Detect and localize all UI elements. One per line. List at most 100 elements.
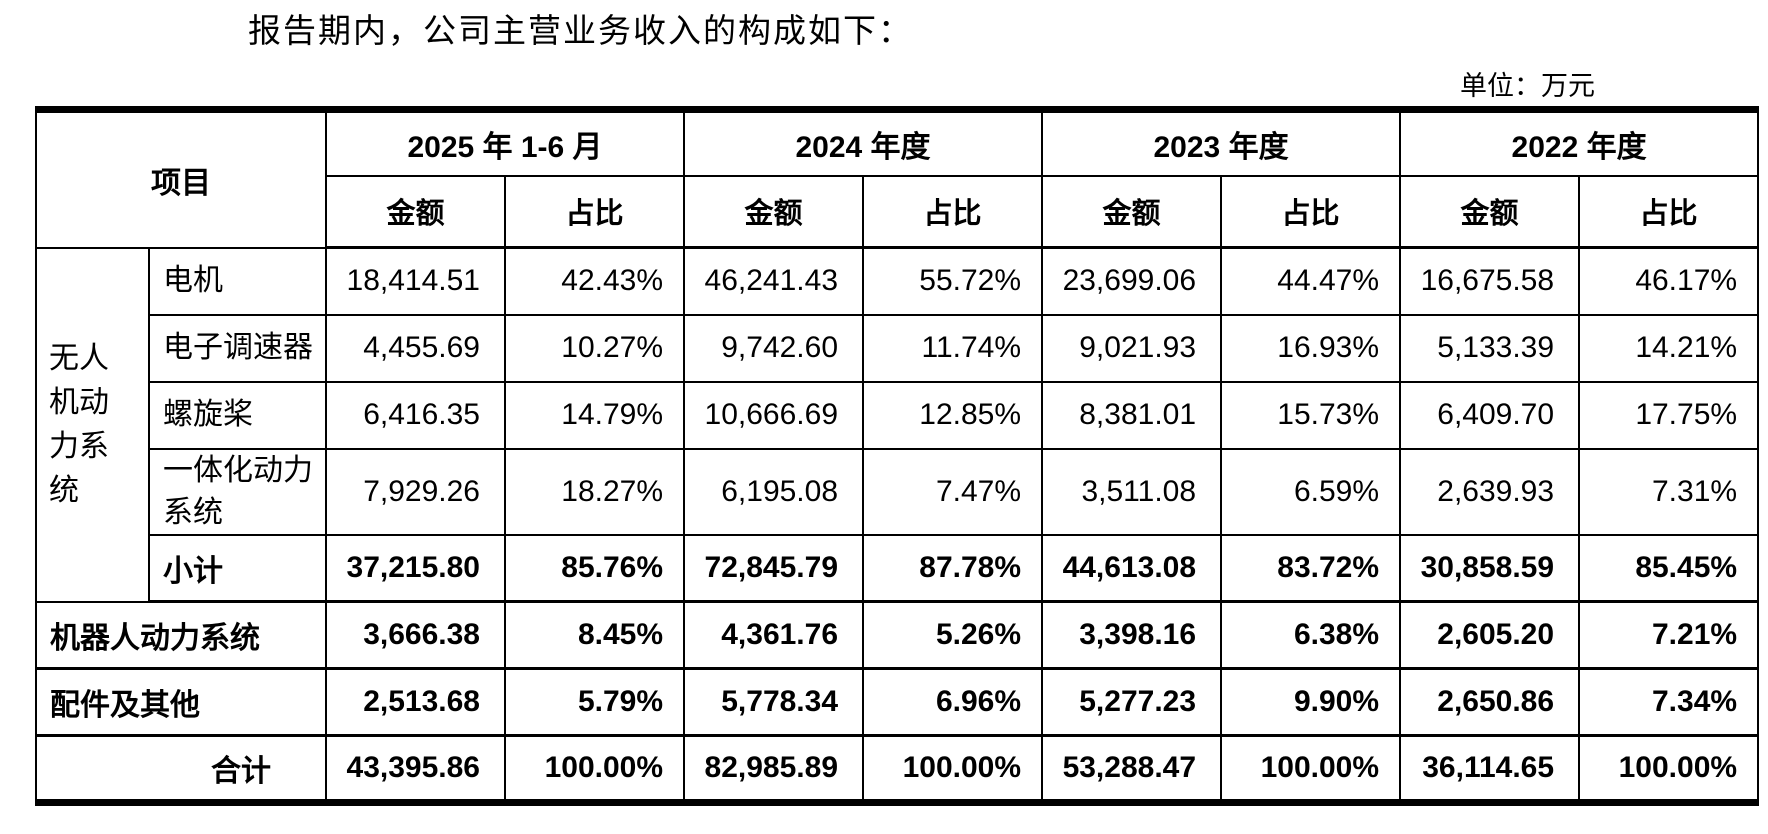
amount-cell: 46,241.43 [683,247,865,316]
ratio-cell: 44.47% [1220,247,1402,316]
document-page: 报告期内，公司主营业务收入的构成如下： 单位：万元 项目 2025 年 1-6 … [0,10,1768,834]
amount-cell: 43,395.86 [325,735,506,804]
table-row-robot-power-system: 机器人动力系统 3,666.38 8.45% 4,361.76 5.26% 3,… [35,601,1760,670]
ratio-cell: 7.47% [862,448,1044,536]
amount-header: 金额 [1399,175,1581,249]
ratio-cell: 14.21% [1578,314,1760,383]
amount-cell: 9,742.60 [683,314,865,383]
row-label-robot-power: 机器人动力系统 [35,601,327,670]
amount-cell: 82,985.89 [683,735,865,804]
ratio-cell: 7.34% [1578,668,1760,737]
amount-cell: 2,639.93 [1399,448,1581,536]
amount-cell: 5,778.34 [683,668,865,737]
amount-cell: 3,511.08 [1041,448,1223,536]
table-row-integrated-power: 一体化动力系统 7,929.26 18.27% 6,195.08 7.47% 3… [36,448,1760,536]
ratio-cell: 5.26% [862,601,1044,670]
amount-header: 金额 [325,175,506,249]
amount-cell: 7,929.26 [325,448,506,536]
row-label-total: 合计 [35,735,327,804]
amount-cell: 2,605.20 [1399,601,1581,670]
ratio-cell: 55.72% [862,247,1044,316]
ratio-cell: 18.27% [503,448,686,536]
amount-cell: 5,277.23 [1041,668,1223,737]
ratio-cell: 5.79% [503,668,686,737]
amount-cell: 9,021.93 [1041,314,1223,383]
period-header-2024: 2024 年度 [683,109,1044,177]
row-label-accessories: 配件及其他 [35,668,327,737]
table-row-propeller: 螺旋桨 6,416.35 14.79% 10,666.69 12.85% 8,3… [36,381,1760,450]
ratio-cell: 11.74% [862,314,1044,383]
period-header-2022: 2022 年度 [1399,109,1760,177]
row-label-subtotal: 小计 [148,534,327,603]
page-title: 报告期内，公司主营业务收入的构成如下： [248,14,913,50]
amount-cell: 23,699.06 [1041,247,1223,316]
ratio-cell: 12.85% [862,381,1044,450]
ratio-header: 占比 [503,175,686,249]
amount-cell: 6,416.35 [325,381,506,450]
ratio-cell: 83.72% [1220,534,1402,603]
amount-cell: 2,650.86 [1399,668,1581,737]
header-row-subcolumns: 金额 占比 金额 占比 金额 占比 金额 占比 [36,175,1760,249]
ratio-cell: 6.38% [1220,601,1402,670]
group-label-uav-power-system: 无人机动力系统 [35,247,150,603]
table-row-motor: 无人机动力系统 电机 18,414.51 42.43% 46,241.43 55… [35,247,1760,603]
amount-cell: 18,414.51 [325,247,506,316]
ratio-cell: 85.45% [1578,534,1760,603]
amount-cell: 8,381.01 [1041,381,1223,450]
ratio-cell: 6.59% [1220,448,1402,536]
item-column-header: 项目 [35,109,327,249]
ratio-cell: 17.75% [1578,381,1760,450]
amount-cell: 53,288.47 [1041,735,1223,804]
ratio-cell: 85.76% [503,534,686,603]
amount-cell: 3,398.16 [1041,601,1223,670]
ratio-cell: 100.00% [1220,735,1402,804]
amount-cell: 72,845.79 [683,534,865,603]
ratio-header: 占比 [1220,175,1402,249]
row-label: 电机 [148,247,327,316]
period-header-2023: 2023 年度 [1041,109,1402,177]
period-header-2025h1: 2025 年 1-6 月 [324,109,686,177]
amount-cell: 6,195.08 [683,448,865,536]
revenue-composition-table: 项目 2025 年 1-6 月 2024 年度 2023 年度 2022 年度 … [35,106,1760,806]
amount-cell: 2,513.68 [325,668,506,737]
ratio-cell: 16.93% [1220,314,1402,383]
row-label: 电子调速器 [148,314,327,383]
amount-cell: 3,666.38 [325,601,506,670]
header-row-periods: 项目 2025 年 1-6 月 2024 年度 2023 年度 2022 年度 [35,109,1760,249]
ratio-header: 占比 [862,175,1044,249]
ratio-cell: 14.79% [503,381,686,450]
ratio-cell: 6.96% [862,668,1044,737]
amount-cell: 30,858.59 [1399,534,1581,603]
amount-cell: 4,361.76 [683,601,865,670]
table-row-subtotal: 小计 37,215.80 85.76% 72,845.79 87.78% 44,… [36,534,1760,603]
table-row-accessories-other: 配件及其他 2,513.68 5.79% 5,778.34 6.96% 5,27… [35,668,1760,737]
ratio-cell: 9.90% [1220,668,1402,737]
row-label: 一体化动力系统 [148,448,327,536]
ratio-cell: 42.43% [503,247,686,316]
ratio-cell: 8.45% [503,601,686,670]
amount-cell: 44,613.08 [1041,534,1223,603]
row-label: 螺旋桨 [148,381,327,450]
table-row-total: 合计 43,395.86 100.00% 82,985.89 100.00% 5… [35,735,1760,804]
ratio-cell: 10.27% [503,314,686,383]
ratio-cell: 100.00% [862,735,1044,804]
amount-cell: 16,675.58 [1399,247,1581,316]
amount-cell: 37,215.80 [325,534,506,603]
amount-cell: 4,455.69 [325,314,506,383]
amount-cell: 36,114.65 [1399,735,1581,804]
ratio-cell: 100.00% [1578,735,1760,804]
amount-cell: 5,133.39 [1399,314,1581,383]
ratio-header: 占比 [1578,175,1760,249]
amount-header: 金额 [1041,175,1223,249]
ratio-cell: 46.17% [1578,247,1760,316]
amount-cell: 10,666.69 [683,381,865,450]
amount-cell: 6,409.70 [1399,381,1581,450]
ratio-cell: 7.21% [1578,601,1760,670]
ratio-cell: 87.78% [862,534,1044,603]
ratio-cell: 100.00% [503,735,686,804]
ratio-cell: 15.73% [1220,381,1402,450]
amount-header: 金额 [683,175,865,249]
unit-label: 单位：万元 [1460,71,1595,101]
table-row-esc: 电子调速器 4,455.69 10.27% 9,742.60 11.74% 9,… [36,314,1760,383]
ratio-cell: 7.31% [1578,448,1760,536]
